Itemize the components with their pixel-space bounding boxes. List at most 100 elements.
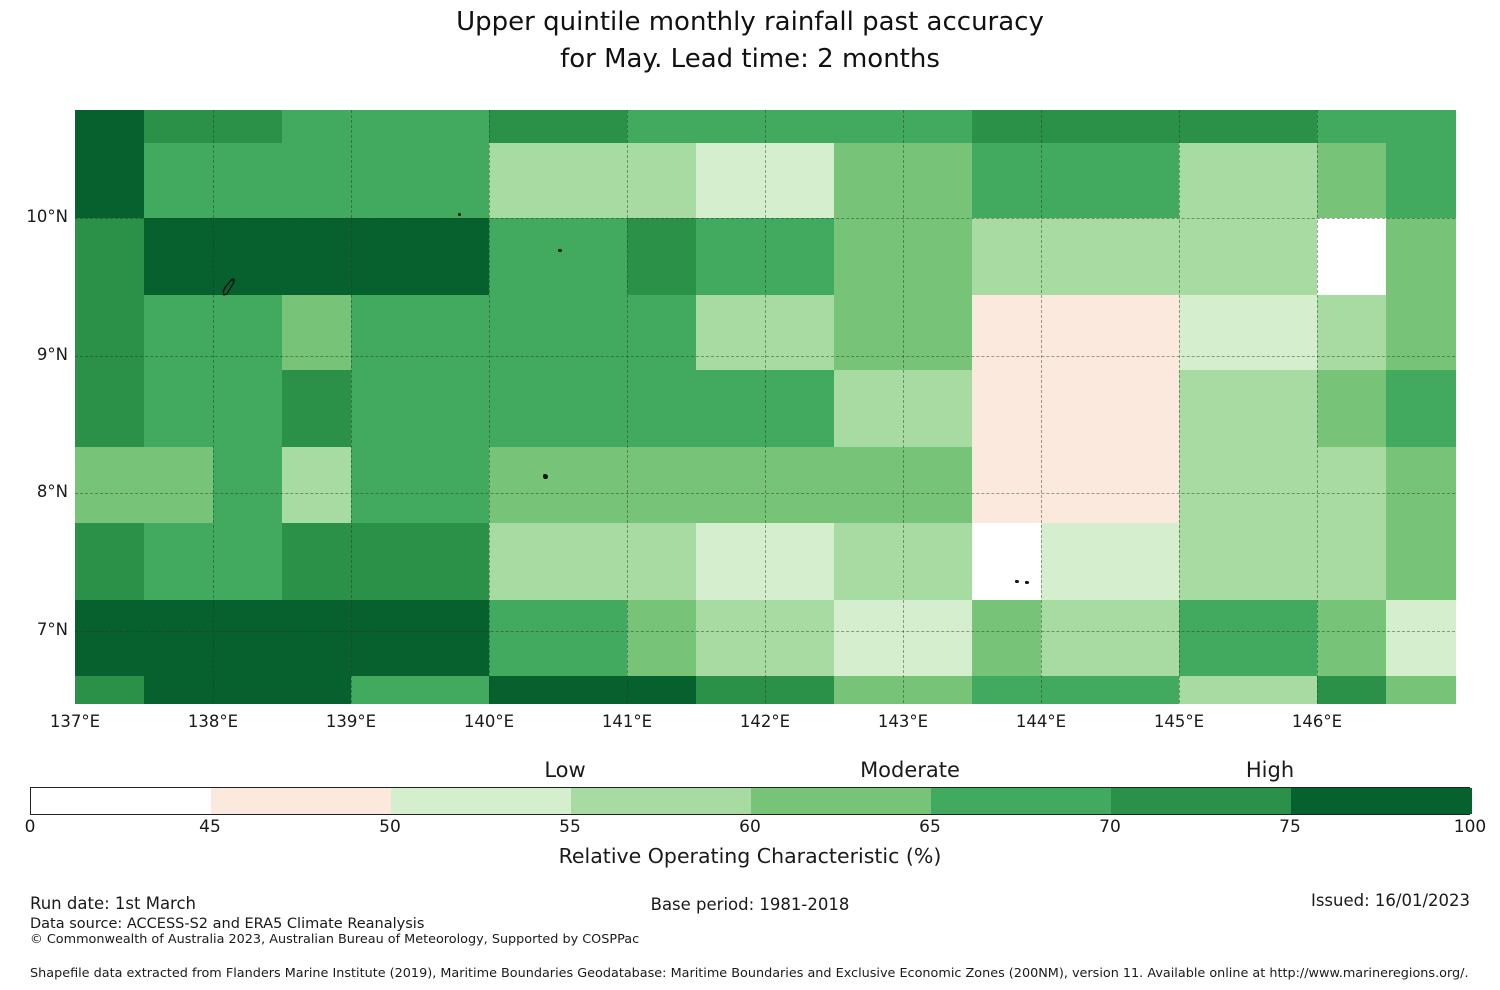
map-cell bbox=[1248, 522, 1318, 601]
map-cell bbox=[558, 218, 628, 296]
map-cell bbox=[420, 369, 490, 448]
map-cell bbox=[282, 676, 352, 704]
map-cell bbox=[351, 676, 421, 704]
map-cell bbox=[75, 676, 145, 704]
map-cell bbox=[696, 218, 766, 296]
map-cell bbox=[972, 522, 1042, 601]
map-cell bbox=[627, 110, 697, 144]
map-cell bbox=[1179, 369, 1249, 448]
map-cell bbox=[1110, 369, 1180, 448]
map-cell bbox=[1110, 143, 1180, 219]
map-cell bbox=[1179, 218, 1249, 296]
map-cell bbox=[696, 295, 766, 371]
colorbar-band-label-low: Low bbox=[544, 758, 586, 782]
map-cell bbox=[1248, 676, 1318, 704]
map-cell bbox=[1317, 599, 1387, 677]
x-tick-label: 138°E bbox=[187, 712, 239, 731]
map-cell bbox=[351, 218, 421, 296]
map-cell bbox=[282, 599, 352, 677]
map-cell bbox=[1386, 218, 1456, 296]
map-cell bbox=[144, 295, 214, 371]
map-cell bbox=[1386, 369, 1456, 448]
map-cell bbox=[1041, 143, 1111, 219]
map-cell bbox=[1386, 446, 1456, 524]
y-tick-label: 10°N bbox=[26, 207, 68, 226]
heatmap-plot-area bbox=[75, 110, 1456, 704]
map-cell bbox=[765, 599, 835, 677]
map-cell bbox=[1317, 110, 1387, 144]
map-cell bbox=[972, 295, 1042, 371]
map-cell bbox=[1041, 110, 1111, 144]
map-cell bbox=[972, 218, 1042, 296]
map-cell bbox=[420, 599, 490, 677]
map-cell bbox=[144, 522, 214, 601]
x-tick-label: 141°E bbox=[601, 712, 653, 731]
map-cell bbox=[627, 522, 697, 601]
map-cell bbox=[765, 676, 835, 704]
map-cell bbox=[351, 143, 421, 219]
map-cell bbox=[834, 676, 904, 704]
colorbar-tick-label: 50 bbox=[379, 817, 401, 837]
map-cell bbox=[1179, 676, 1249, 704]
x-tick-label: 144°E bbox=[1015, 712, 1067, 731]
map-cell bbox=[282, 295, 352, 371]
map-cell bbox=[1248, 110, 1318, 144]
map-cell bbox=[696, 143, 766, 219]
gridline-parallel bbox=[75, 355, 1455, 357]
map-cell bbox=[1110, 295, 1180, 371]
map-cell bbox=[1179, 143, 1249, 219]
map-cell bbox=[627, 446, 697, 524]
map-cell bbox=[765, 218, 835, 296]
map-cell bbox=[1041, 295, 1111, 371]
map-cell bbox=[765, 295, 835, 371]
map-cell bbox=[1386, 295, 1456, 371]
colorbar-band-label-high: High bbox=[1245, 758, 1295, 782]
map-cell bbox=[903, 369, 973, 448]
map-cell bbox=[213, 143, 283, 219]
colorbar-segment bbox=[211, 788, 392, 814]
map-cell bbox=[627, 369, 697, 448]
map-cell bbox=[489, 218, 559, 296]
map-cell bbox=[1110, 599, 1180, 677]
map-cell bbox=[834, 143, 904, 219]
map-cell bbox=[213, 295, 283, 371]
map-cell bbox=[972, 110, 1042, 144]
colorbar-segment bbox=[391, 788, 572, 814]
map-cell bbox=[1386, 143, 1456, 219]
map-cell bbox=[765, 446, 835, 524]
island-dot bbox=[543, 474, 548, 479]
map-cell bbox=[765, 522, 835, 601]
map-cell bbox=[696, 369, 766, 448]
base-period-text: Base period: 1981-2018 bbox=[650, 895, 850, 914]
map-cell bbox=[627, 143, 697, 219]
gridline-parallel bbox=[75, 630, 1455, 632]
x-tick-label: 145°E bbox=[1153, 712, 1205, 731]
map-cell bbox=[213, 110, 283, 144]
colorbar-tick-label: 75 bbox=[1279, 817, 1301, 837]
map-cell bbox=[489, 599, 559, 677]
map-cell bbox=[1317, 143, 1387, 219]
y-tick-label: 7°N bbox=[36, 619, 68, 639]
map-cell bbox=[144, 143, 214, 219]
map-cell bbox=[558, 522, 628, 601]
map-cell bbox=[282, 522, 352, 601]
map-cell bbox=[1317, 218, 1387, 296]
island-dot bbox=[458, 213, 461, 216]
map-cell bbox=[1248, 599, 1318, 677]
gridline-meridian bbox=[765, 110, 766, 703]
map-cell bbox=[1041, 446, 1111, 524]
map-cell bbox=[489, 522, 559, 601]
y-tick-label: 9°N bbox=[36, 344, 68, 364]
map-cell bbox=[903, 143, 973, 219]
map-cell bbox=[420, 143, 490, 219]
map-cell bbox=[834, 522, 904, 601]
map-cell bbox=[351, 369, 421, 448]
run-date-text: Run date: 1st March bbox=[30, 894, 196, 913]
map-cell bbox=[627, 218, 697, 296]
map-cell bbox=[1317, 676, 1387, 704]
map-cell bbox=[765, 110, 835, 144]
map-cell bbox=[213, 369, 283, 448]
map-cell bbox=[282, 218, 352, 296]
map-cell bbox=[1041, 369, 1111, 448]
x-tick-label: 146°E bbox=[1291, 712, 1343, 731]
